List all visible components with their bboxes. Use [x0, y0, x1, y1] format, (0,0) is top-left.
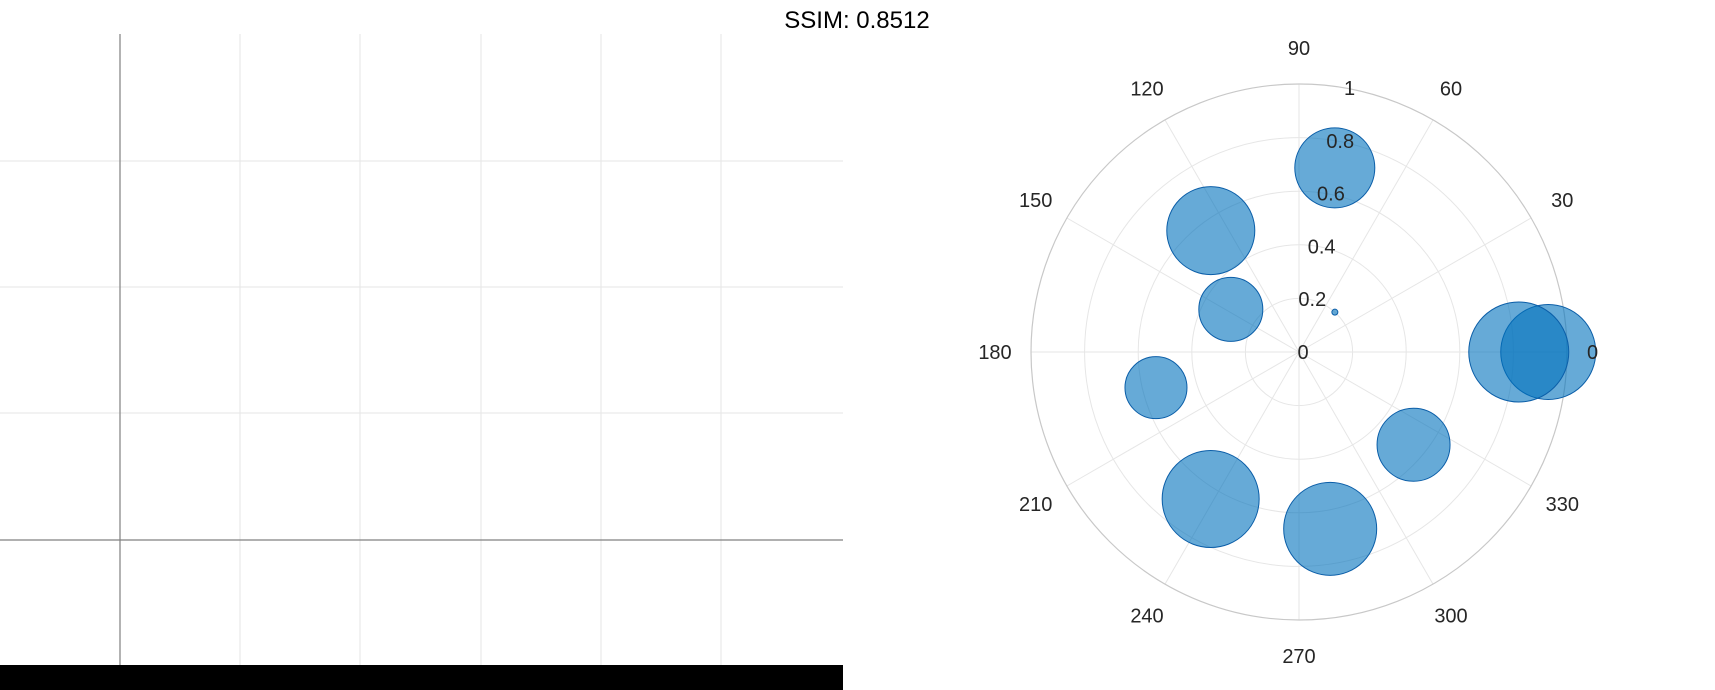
theta-tick-240: 240 — [1130, 605, 1163, 627]
bubble-9 — [1376, 407, 1451, 482]
bubble-8 — [1283, 481, 1378, 576]
theta-tick-330: 330 — [1546, 494, 1579, 516]
theta-tick-90: 90 — [1288, 38, 1310, 60]
r-tick-0.4: 0.4 — [1308, 236, 1336, 258]
figure-title: SSIM: 0.8512 — [784, 7, 929, 34]
polar-ring-0.2 — [1244, 297, 1354, 407]
r-tick-0.8: 0.8 — [1326, 131, 1354, 153]
bubble-5 — [1198, 276, 1264, 342]
bubble-4 — [1166, 186, 1256, 276]
bubble-7 — [1161, 450, 1260, 549]
bubble-2 — [1331, 308, 1339, 316]
bubble-6 — [1124, 356, 1188, 420]
cartesian-vertical-gridlines — [239, 34, 722, 665]
r-tick-1: 1 — [1344, 78, 1355, 100]
polar-spoke-60 — [1298, 119, 1434, 353]
r-tick-0.2: 0.2 — [1298, 289, 1326, 311]
polar-spoke-300 — [1298, 351, 1434, 585]
cartesian-axes — [0, 34, 843, 665]
theta-tick-60: 60 — [1440, 79, 1462, 101]
bottom-black-bar — [0, 665, 843, 690]
bubble-1 — [1468, 301, 1570, 403]
theta-tick-150: 150 — [1019, 190, 1052, 212]
theta-tick-180: 180 — [978, 342, 1011, 364]
polar-ring-0.4 — [1191, 244, 1407, 460]
polar-spoke-30 — [1298, 217, 1532, 353]
polar-spoke-150 — [1066, 217, 1300, 353]
polar-r-labels: 0 0.2 0.4 0.6 0.8 1 — [1297, 78, 1355, 364]
polar-spoke-210 — [1066, 351, 1300, 487]
theta-tick-300: 300 — [1434, 605, 1467, 627]
theta-tick-210: 210 — [1019, 494, 1052, 516]
theta-tick-120: 120 — [1130, 79, 1163, 101]
cartesian-horizontal-gridlines — [0, 160, 843, 414]
polar-bubbles — [1124, 127, 1597, 576]
bubble-3 — [1294, 127, 1376, 209]
polar-grid — [1030, 83, 1568, 621]
r-tick-0.6: 0.6 — [1317, 184, 1345, 206]
polar-theta-labels: 0 30 60 90 120 150 180 210 240 270 300 330 — [978, 38, 1598, 668]
r-tick-0: 0 — [1297, 342, 1308, 364]
theta-tick-30: 30 — [1551, 190, 1573, 212]
theta-tick-270: 270 — [1282, 646, 1315, 668]
theta-tick-0: 0 — [1587, 342, 1598, 364]
